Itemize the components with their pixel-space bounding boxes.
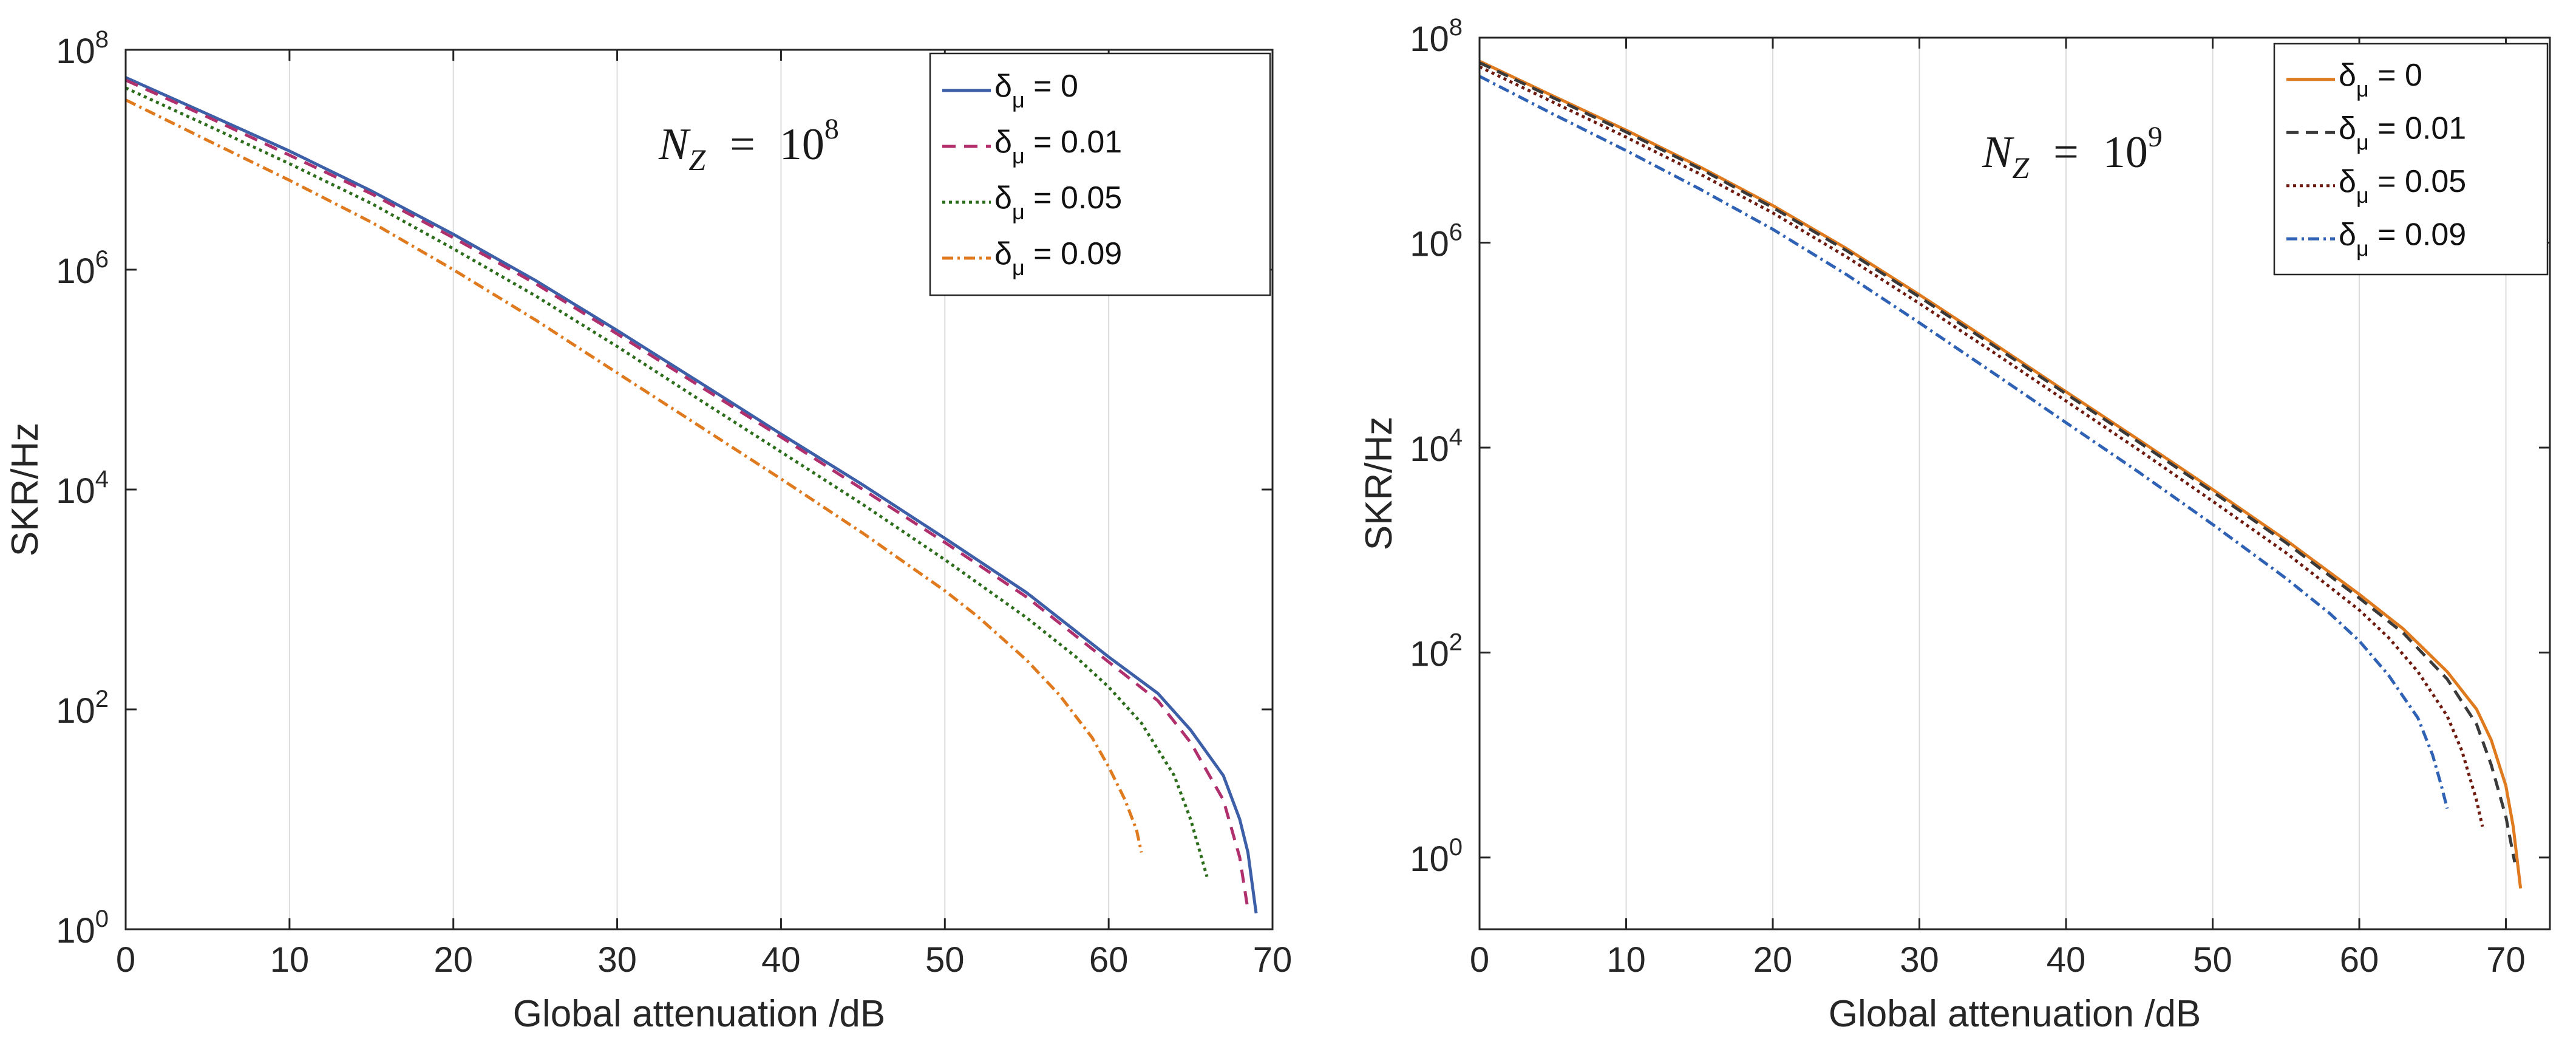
x-tick-label: 30 <box>1900 940 1939 980</box>
legend: δμ = 0 δμ = 0.01 δμ = 0.05 δμ = 0.09 <box>2273 43 2549 276</box>
series-line-right-0 <box>1480 60 2523 889</box>
series-line-left-1 <box>126 78 1249 910</box>
legend-label-0: δμ = 0 <box>994 69 1078 112</box>
y-tick-label: 102 <box>1410 629 1463 674</box>
series-line-right-3 <box>1480 75 2449 810</box>
series-line-left-2 <box>126 86 1209 878</box>
x-tick-label: 50 <box>2193 940 2232 980</box>
x-tick-label: 60 <box>1089 940 1129 980</box>
x-tick-label: 30 <box>597 940 637 980</box>
x-axis-label: Global attenuation /dB <box>513 993 886 1035</box>
x-tick-label: 10 <box>1606 940 1646 980</box>
legend: δμ = 0 δμ = 0.01 δμ = 0.05 δμ = 0.09 <box>929 52 1271 296</box>
legend-label-2: δμ = 0.05 <box>994 180 1122 224</box>
y-tick-label: 104 <box>56 466 109 511</box>
legend-label-3: δμ = 0.09 <box>994 236 1122 280</box>
legend-label-3: δμ = 0.09 <box>2339 217 2466 261</box>
y-tick-label: 106 <box>56 246 109 291</box>
y-tick-label: 106 <box>1410 219 1463 264</box>
x-axis-label: Global attenuation /dB <box>1829 993 2201 1035</box>
series-line-right-1 <box>1480 61 2517 863</box>
y-tick-label: 102 <box>56 686 109 731</box>
x-tick-label: 0 <box>116 940 135 980</box>
x-tick-label: 20 <box>433 940 473 980</box>
y-tick-label: 108 <box>56 26 109 71</box>
legend-label-1: δμ = 0.01 <box>2339 111 2466 154</box>
chart-panel-right: 0 10 20 30 40 50 60 70 100 102 104 106 108 Global att… <box>1358 14 2551 1035</box>
x-tick-label: 0 <box>1470 940 1489 980</box>
legend-label-1: δμ = 0.01 <box>994 125 1122 168</box>
y-tick-label: 100 <box>56 906 109 951</box>
y-axis-label: SKR/Hz <box>4 423 46 556</box>
annotation-nz: NZ = 108 <box>658 113 839 177</box>
x-tick-label: 20 <box>1753 940 1793 980</box>
series-line-left-0 <box>126 76 1258 913</box>
legend-label-2: δμ = 0.05 <box>2339 164 2466 208</box>
chart-panel-left: 0 10 20 30 40 50 60 70 100 102 104 106 108 Global att… <box>4 26 1292 1035</box>
x-tick-label: 10 <box>270 940 310 980</box>
x-tick-label: 60 <box>2340 940 2379 980</box>
axes-box <box>1478 36 2551 930</box>
legend-label-0: δμ = 0 <box>2339 58 2422 101</box>
y-tick-label: 108 <box>1410 14 1463 59</box>
x-tick-label: 70 <box>1253 940 1293 980</box>
legend-box <box>929 52 1271 296</box>
x-tick-label: 70 <box>2486 940 2526 980</box>
x-tick-label: 40 <box>761 940 801 980</box>
annotation-nz: NZ = 109 <box>1982 121 2163 185</box>
y-tick-label: 100 <box>1410 834 1463 879</box>
y-axis-label: SKR/Hz <box>1358 417 1400 550</box>
y-tick-label: 104 <box>1410 424 1463 469</box>
x-tick-label: 40 <box>2047 940 2086 980</box>
legend-box <box>2273 43 2549 276</box>
x-tick-label: 50 <box>925 940 965 980</box>
series-line-left-3 <box>126 98 1143 853</box>
